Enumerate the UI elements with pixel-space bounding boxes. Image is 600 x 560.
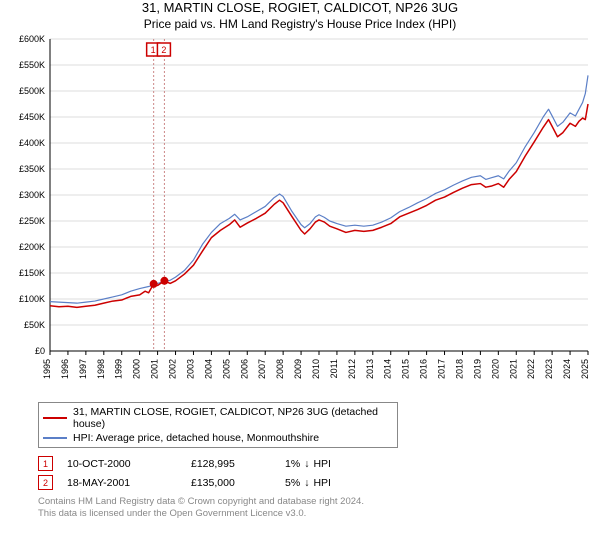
svg-text:2000: 2000 [132,359,142,379]
svg-text:2002: 2002 [168,359,178,379]
svg-text:2013: 2013 [365,359,375,379]
svg-text:2006: 2006 [239,359,249,379]
chart-title: 31, MARTIN CLOSE, ROGIET, CALDICOT, NP26… [0,0,600,15]
sale-marker-number: 2 [38,475,53,490]
svg-text:2021: 2021 [508,359,518,379]
chart-plot-area: £0 £50K £100K £150K £200K £250K £300K £350K £400… [0,31,600,396]
sale-delta-pct: 1% [285,458,300,470]
svg-text:2011: 2011 [329,359,339,378]
svg-text:£250K: £250K [19,216,45,226]
sale-marker-number: 1 [38,456,53,471]
svg-text:2024: 2024 [562,359,572,379]
svg-text:2009: 2009 [293,359,303,379]
footer-line-1: Contains HM Land Registry data © Crown c… [38,496,600,508]
sale-row: 1 10-OCT-2000 £128,995 1% ↓ HPI [38,454,600,473]
sale-delta: 5% ↓ HPI [285,477,385,489]
svg-text:2017: 2017 [437,359,447,379]
sale-date: 18-MAY-2001 [67,477,177,489]
svg-text:2012: 2012 [347,359,357,379]
svg-text:£300K: £300K [19,190,45,200]
legend-row: HPI: Average price, detached house, Monm… [43,431,393,445]
svg-text:2004: 2004 [203,359,213,379]
line-chart-svg: £0 £50K £100K £150K £200K £250K £300K £350K £400… [0,31,600,391]
legend-swatch [43,417,67,419]
svg-text:£100K: £100K [19,294,45,304]
sale-date: 10-OCT-2000 [67,458,177,470]
svg-text:£200K: £200K [19,242,45,252]
legend-swatch [43,437,67,439]
svg-text:£0: £0 [35,346,45,356]
svg-text:£500K: £500K [19,86,45,96]
legend-label: 31, MARTIN CLOSE, ROGIET, CALDICOT, NP26… [73,406,393,430]
chart-container: 31, MARTIN CLOSE, ROGIET, CALDICOT, NP26… [0,0,600,560]
svg-text:1995: 1995 [42,359,52,379]
svg-text:£550K: £550K [19,60,45,70]
svg-text:1: 1 [151,45,156,55]
svg-text:£400K: £400K [19,138,45,148]
sale-price: £128,995 [191,458,271,470]
arrow-down-icon: ↓ [304,477,309,489]
legend-label: HPI: Average price, detached house, Monm… [73,432,319,444]
svg-text:2014: 2014 [383,359,393,379]
svg-text:£450K: £450K [19,112,45,122]
svg-text:1997: 1997 [78,359,88,379]
sales-table: 1 10-OCT-2000 £128,995 1% ↓ HPI 2 18-MAY-2001 £1… [38,454,600,492]
svg-text:£350K: £350K [19,164,45,174]
svg-text:2001: 2001 [150,359,160,379]
svg-text:2016: 2016 [419,359,429,379]
svg-text:2010: 2010 [311,359,321,379]
sale-delta-suffix: HPI [313,477,331,489]
svg-text:1998: 1998 [96,359,106,379]
svg-text:2005: 2005 [221,359,231,379]
sale-price: £135,000 [191,477,271,489]
svg-text:2015: 2015 [401,359,411,379]
svg-text:2020: 2020 [490,359,500,379]
footer-line-2: This data is licensed under the Open Gov… [38,508,600,520]
svg-text:2022: 2022 [526,359,536,379]
data-license-footer: Contains HM Land Registry data © Crown c… [38,496,600,521]
sale-row: 2 18-MAY-2001 £135,000 5% ↓ HPI [38,473,600,492]
svg-text:2007: 2007 [257,359,267,379]
sale-delta-suffix: HPI [313,458,331,470]
svg-text:£150K: £150K [19,268,45,278]
legend: 31, MARTIN CLOSE, ROGIET, CALDICOT, NP26… [38,402,398,448]
svg-text:2: 2 [161,45,166,55]
svg-text:2023: 2023 [544,359,554,379]
svg-text:2003: 2003 [185,359,195,379]
svg-text:£600K: £600K [19,34,45,44]
svg-text:2018: 2018 [454,359,464,379]
arrow-down-icon: ↓ [304,458,309,470]
chart-subtitle: Price paid vs. HM Land Registry's House … [0,17,600,31]
sale-delta: 1% ↓ HPI [285,458,385,470]
svg-text:2025: 2025 [580,359,590,379]
svg-text:2008: 2008 [275,359,285,379]
svg-text:£50K: £50K [24,320,45,330]
sale-delta-pct: 5% [285,477,300,489]
svg-text:2019: 2019 [472,359,482,379]
svg-text:1996: 1996 [60,359,70,379]
svg-text:1999: 1999 [114,359,124,379]
legend-row: 31, MARTIN CLOSE, ROGIET, CALDICOT, NP26… [43,405,393,431]
